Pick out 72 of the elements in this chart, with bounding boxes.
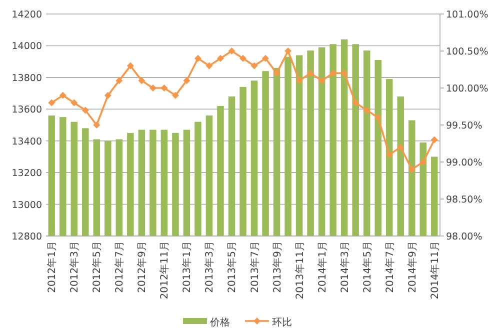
x-tick-label: 2014年1月 <box>316 241 328 293</box>
point <box>363 106 370 114</box>
x-tick-label: 2012年5月 <box>91 241 104 293</box>
point <box>48 99 56 106</box>
point <box>273 70 280 77</box>
point <box>160 84 168 92</box>
point <box>126 62 134 70</box>
point <box>330 70 337 77</box>
point <box>149 84 156 92</box>
x-tick-label: 2013年7月 <box>248 241 261 293</box>
y2-tick-label: 100.00% <box>446 84 488 94</box>
x-tick-label: 2014年5月 <box>361 241 374 293</box>
legend-label: 价格 <box>209 316 230 328</box>
point <box>228 48 236 54</box>
point <box>194 54 202 62</box>
y2-tick-label: 98.00% <box>446 232 482 242</box>
legend-价格: 价格 <box>183 318 230 328</box>
y-tick-label: 12800 <box>12 232 42 242</box>
x-tick-label: 2013年1月 <box>181 241 194 293</box>
y-tick-label: 13800 <box>12 72 42 84</box>
x-tick-label: 2014年9月 <box>406 241 418 293</box>
legend-label: 环比 <box>272 316 292 328</box>
x-tick-label: 2013年9月 <box>271 241 284 293</box>
point <box>352 99 360 106</box>
y-tick-label: 13000 <box>12 200 42 211</box>
point <box>104 92 112 99</box>
y2-tick-label: 101.00% <box>446 10 488 20</box>
x-tick-label: 2014年7月 <box>384 241 396 293</box>
point <box>318 77 326 84</box>
y-tick-label: 14200 <box>12 10 42 20</box>
point <box>296 77 303 84</box>
point <box>408 166 416 173</box>
point <box>82 106 89 114</box>
y-tick-label: 13600 <box>12 104 42 116</box>
point <box>340 70 348 77</box>
point <box>172 92 179 99</box>
point <box>93 122 100 128</box>
point <box>420 158 427 166</box>
x-tick-label: 2013年11月 <box>294 241 306 300</box>
y2-tick-label: 98.50% <box>446 194 482 206</box>
y2-tick-label: 99.00% <box>446 158 482 168</box>
legend-环比: 环比 <box>245 318 292 328</box>
point <box>397 144 404 151</box>
point <box>430 136 438 144</box>
point <box>284 48 292 54</box>
point <box>116 77 123 84</box>
y2-tick-label: 99.50% <box>446 120 482 132</box>
y-tick-label: 13200 <box>12 168 42 180</box>
x-tick-label: 2012年11月 <box>158 241 171 300</box>
point <box>250 62 258 70</box>
point <box>216 54 224 62</box>
x-tick-label: 2013年3月 <box>204 241 216 293</box>
point <box>374 114 382 122</box>
x-tick-label: 2012年1月 <box>46 241 58 293</box>
x-tick-label: 2012年3月 <box>68 241 81 293</box>
point <box>59 92 66 99</box>
x-tick-label: 2014年11月 <box>428 241 441 300</box>
x-tick-label: 2014年3月 <box>338 241 351 293</box>
y2-tick-label: 100.50% <box>446 46 488 58</box>
point <box>386 151 393 158</box>
x-tick-label: 2013年5月 <box>226 241 238 293</box>
point <box>240 54 246 62</box>
x-tick-label: 2012年9月 <box>136 241 148 293</box>
y-tick-label: 14000 <box>12 41 42 52</box>
point <box>262 54 270 62</box>
point <box>307 70 314 77</box>
x-tick-label: 2012年7月 <box>114 241 126 293</box>
point <box>183 77 190 84</box>
point <box>206 62 213 70</box>
y-tick-label: 13400 <box>12 136 42 148</box>
point <box>138 77 146 84</box>
point <box>70 99 78 106</box>
